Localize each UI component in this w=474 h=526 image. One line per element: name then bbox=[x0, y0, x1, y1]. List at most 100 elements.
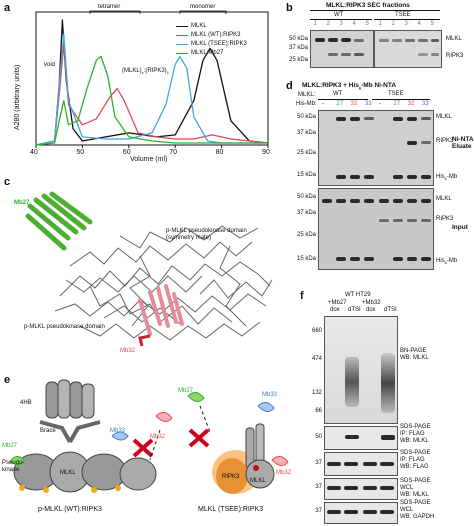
f-lane-labels: dox dTSI dox dTSI bbox=[324, 307, 397, 315]
y-axis-label: A280 (arbitrary units) bbox=[14, 64, 21, 130]
b-marker-37: 37 kDa bbox=[288, 45, 308, 51]
e-ripk3-right: RIPK3 bbox=[222, 474, 240, 480]
f-wcl-gapdh-desc: SDS-PAGE WCL WB: GAPDH bbox=[400, 500, 435, 520]
lane-label: 5 bbox=[365, 21, 369, 27]
d-lane-labels: - 27 32 33 - 27 32 33 bbox=[318, 101, 432, 109]
lane-label: 3 bbox=[339, 21, 343, 27]
lane-label: dox bbox=[330, 307, 340, 313]
lane-label: dox bbox=[366, 307, 376, 313]
d-el-mlkl: MLKL bbox=[436, 114, 452, 120]
d-el-marker-37: 37 kDa bbox=[296, 130, 316, 136]
lane-label: 2 bbox=[391, 21, 395, 27]
lane-label: 4 bbox=[352, 21, 356, 27]
b-marker-25: 25 kDa bbox=[288, 57, 308, 63]
d-title: MLKL:RIPK3 + His6-Mb Ni-NTA bbox=[302, 82, 397, 91]
e-mb27-right: Mb27 bbox=[178, 388, 194, 394]
lane-label: 3 bbox=[404, 21, 408, 27]
d-in-ripk3: RIPK3 bbox=[436, 216, 454, 222]
lane-label: 33 bbox=[364, 101, 372, 107]
mb32-loop bbox=[138, 334, 151, 347]
wt-rule bbox=[310, 19, 372, 20]
f-sds-37c: 37 bbox=[315, 508, 322, 514]
sec-chart-svg bbox=[35, 11, 269, 148]
d-tsee-header: TSEE bbox=[388, 91, 404, 97]
bn-page-blot bbox=[324, 316, 398, 424]
legend-swatch bbox=[176, 26, 188, 27]
f-header: WT HT29 bbox=[345, 292, 371, 298]
wcl-mlkl-blot bbox=[324, 478, 398, 500]
d-in-hismb: His6-Mb bbox=[436, 258, 458, 266]
mechanism-schematic bbox=[9, 379, 289, 494]
sec-fractions-title: MLKL:RIPK3 SEC fractions bbox=[326, 2, 410, 9]
mlkl-wt-ripk3-cartoon bbox=[9, 379, 173, 493]
series-line-3 bbox=[35, 55, 268, 146]
f-sds-37b: 37 bbox=[315, 484, 322, 490]
complex-annotation: (MLKL)x:(RIPK3)1 bbox=[122, 68, 169, 76]
wt-sec-gel bbox=[310, 30, 374, 68]
series-line-2 bbox=[35, 33, 268, 146]
d-el-marker-25: 25 kDa bbox=[296, 150, 316, 156]
d-el-marker-50: 50 kDa bbox=[296, 114, 316, 120]
legend-entry-0: MLKL bbox=[176, 22, 247, 31]
panel-f-label: f bbox=[300, 290, 304, 302]
e-mb27-left: Mb27 bbox=[2, 443, 18, 449]
x-tick-label-70: 70 bbox=[169, 149, 177, 156]
f-bn-66: 66 bbox=[315, 408, 322, 414]
d-tsee-rule bbox=[372, 99, 430, 100]
f-sds-37a: 37 bbox=[315, 460, 322, 466]
annotation-brackets bbox=[89, 10, 227, 14]
mb32-ribbon bbox=[138, 284, 184, 336]
lane-label: 2 bbox=[326, 21, 330, 27]
c-mb32-label: Mb32 bbox=[120, 348, 136, 354]
fraction-lanes: 1 2 3 4 5 1 2 3 4 5 bbox=[310, 21, 442, 29]
panel-c-label: c bbox=[4, 176, 11, 188]
lane-label: 5 bbox=[430, 21, 434, 27]
ip-flag-blot bbox=[324, 452, 398, 476]
x-axis-label: Volume (ml) bbox=[130, 156, 168, 163]
e-mlkl-right: MLKL bbox=[250, 478, 266, 484]
c-symmetry-mate-label: p-MLKL pseudokinase domain (symmetry mat… bbox=[166, 228, 247, 241]
e-caption-right: MLKL (TSEE):RIPK3 bbox=[198, 506, 264, 513]
legend-label: MLKL (TSEE):RIPK3 bbox=[191, 41, 247, 47]
x-tick-label-80: 80 bbox=[215, 149, 224, 156]
f-wcl-mlkl-desc: SDS-PAGE WCL WB: MLKL bbox=[400, 478, 431, 498]
f-bn-474: 474 bbox=[311, 356, 322, 362]
series-line-1 bbox=[35, 43, 269, 146]
lane-label: 32 bbox=[407, 101, 415, 107]
ip-mlkl-blot bbox=[324, 426, 398, 450]
legend-label: MLKL (WT):RIPK3 bbox=[191, 32, 241, 38]
wcl-gapdh-blot bbox=[324, 502, 398, 524]
e-4hb: 4HB bbox=[20, 400, 32, 406]
tsee-header: TSEE bbox=[395, 12, 411, 18]
plot-frame bbox=[35, 11, 269, 146]
e-mb33-left: Mb33 bbox=[110, 428, 126, 434]
lane-label: 4 bbox=[417, 21, 421, 27]
f-bn-desc: BN-PAGE WB: MLKL bbox=[400, 348, 429, 361]
legend-swatch bbox=[176, 53, 188, 54]
e-mlkl-left: MLKL bbox=[60, 470, 76, 476]
lane-label: 1 bbox=[313, 21, 317, 27]
e-mb32-right: Mb32 bbox=[276, 470, 292, 476]
tsee-rule bbox=[374, 19, 440, 20]
lane-label: 27 bbox=[393, 101, 401, 107]
c-pseudokinase-label: p-MLKL pseudokinase domain bbox=[24, 324, 105, 330]
panel-e-label: e bbox=[4, 374, 11, 386]
lane-label: dTSI bbox=[348, 307, 361, 313]
d-el-hismb: His6-Mb bbox=[436, 174, 458, 182]
crystal-structure bbox=[25, 191, 273, 347]
lane-label: 1 bbox=[378, 21, 382, 27]
e-mb32-left: Mb32 bbox=[150, 434, 166, 440]
f-sds-50: 50 bbox=[315, 434, 322, 440]
input-gel bbox=[318, 188, 434, 270]
d-wt-header: WT bbox=[333, 91, 343, 97]
tsee-sec-gel bbox=[374, 30, 442, 68]
d-in-marker-25: 25 kDa bbox=[296, 232, 316, 238]
f-ip-flag-desc: SDS-PAGE IP: FLAG WB: FLAG bbox=[400, 450, 431, 470]
d-eluate-label: Ni-NTA Eluate bbox=[452, 136, 474, 150]
x-tick-label-50: 50 bbox=[76, 149, 85, 156]
b-label-ripk3: RIPK3 bbox=[446, 53, 464, 59]
e-brace: Brace bbox=[40, 428, 56, 434]
d-el-ripk3: RIPK3 bbox=[436, 138, 454, 144]
d-mlkl-row-label: MLKL: bbox=[298, 92, 316, 98]
lane-label: 32 bbox=[350, 101, 358, 107]
